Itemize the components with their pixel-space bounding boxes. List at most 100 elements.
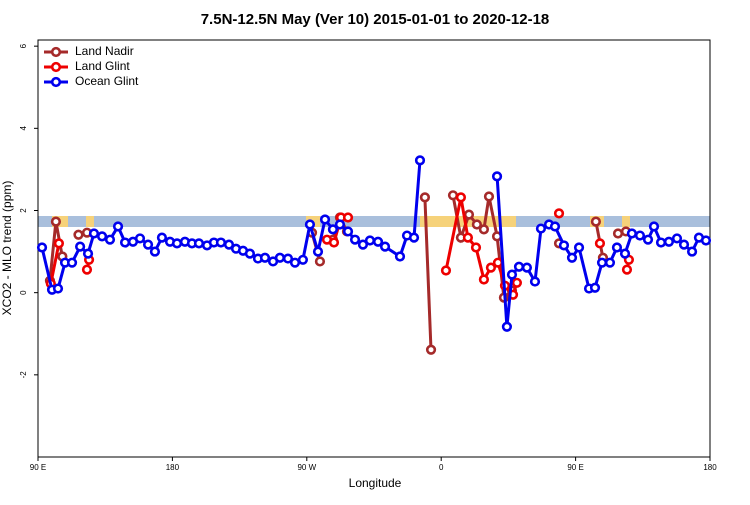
data-point	[52, 283, 64, 294]
data-point	[312, 246, 324, 257]
data-point	[104, 234, 116, 245]
data-point	[319, 214, 331, 225]
data-point	[612, 228, 624, 239]
legend-label: Ocean Glint	[75, 74, 139, 88]
data-point	[700, 235, 712, 246]
data-point	[88, 228, 100, 239]
x-tick-label: 180	[703, 463, 717, 472]
data-point	[447, 190, 459, 201]
data-point	[134, 233, 146, 244]
data-point	[156, 232, 168, 243]
data-point	[501, 321, 513, 332]
data-point	[297, 254, 309, 265]
data-point	[419, 192, 431, 203]
data-point	[342, 226, 354, 237]
data-point	[478, 274, 490, 285]
data-point	[223, 239, 235, 250]
land-strip	[622, 216, 630, 227]
land-strip	[86, 216, 94, 227]
data-point	[36, 242, 48, 253]
data-point	[492, 257, 504, 268]
x-axis-label: Longitude	[349, 476, 402, 490]
data-point	[491, 171, 503, 182]
data-point	[75, 241, 86, 252]
x-tick-label: 90 E	[567, 463, 583, 472]
data-point	[655, 237, 667, 248]
y-axis-label: XCO2 - MLO trend (ppm)	[0, 181, 14, 316]
data-point	[462, 232, 474, 243]
ocean-strip	[38, 216, 710, 227]
data-point	[149, 246, 161, 257]
data-point	[81, 264, 93, 275]
data-point	[663, 236, 675, 247]
data-point	[372, 236, 384, 247]
data-point	[215, 237, 227, 248]
data-point	[119, 237, 131, 248]
data-point	[611, 242, 623, 253]
data-point	[634, 230, 646, 241]
data-point	[425, 344, 437, 355]
data-point	[349, 234, 361, 245]
series-line	[49, 197, 631, 298]
data-point	[471, 219, 482, 230]
data-point	[282, 253, 294, 264]
data-point	[621, 264, 633, 275]
data-point	[53, 238, 65, 249]
data-point	[455, 192, 467, 203]
legend-marker	[50, 46, 62, 58]
data-point	[485, 262, 497, 273]
data-point	[596, 257, 608, 268]
data-point	[513, 261, 525, 272]
y-tick-label: 0	[19, 290, 28, 295]
data-point	[553, 208, 565, 219]
data-point	[327, 224, 339, 235]
data-point	[394, 251, 406, 262]
data-point	[549, 221, 561, 232]
data-point	[244, 248, 256, 259]
data-point	[566, 252, 578, 263]
data-point	[535, 223, 547, 234]
data-point	[619, 248, 631, 259]
x-tick-label: 180	[166, 463, 180, 472]
x-tick-label: 0	[439, 463, 444, 472]
legend-label: Land Nadir	[75, 44, 134, 58]
data-point	[142, 239, 154, 250]
x-tick-label: 90 W	[297, 463, 316, 472]
y-tick-label: -2	[19, 371, 28, 379]
data-point	[511, 277, 523, 288]
data-point	[671, 233, 683, 244]
data-point	[66, 257, 78, 268]
data-point	[648, 221, 660, 232]
data-point	[50, 216, 62, 227]
data-point	[289, 257, 301, 268]
data-point	[483, 191, 495, 202]
data-point	[470, 242, 482, 253]
data-point	[463, 209, 475, 220]
data-point	[686, 246, 698, 257]
data-point	[521, 262, 533, 273]
data-point	[364, 235, 376, 246]
data-point	[379, 241, 391, 252]
data-point	[573, 242, 585, 253]
data-point	[73, 229, 84, 240]
data-point	[82, 248, 94, 259]
legend-marker	[50, 76, 62, 88]
data-point	[171, 238, 183, 249]
data-point	[440, 265, 452, 276]
data-point	[342, 212, 354, 223]
data-point	[414, 155, 426, 166]
y-tick-label: 4	[19, 126, 28, 131]
x-tick-label: 90 E	[30, 463, 46, 472]
data-point	[112, 221, 124, 232]
data-point	[193, 238, 205, 249]
y-tick-label: 2	[19, 208, 28, 213]
data-point	[357, 239, 369, 250]
data-point	[594, 238, 606, 249]
legend-marker	[50, 61, 62, 73]
chart-title: 7.5N-12.5N May (Ver 10) 2015-01-01 to 20…	[201, 11, 550, 28]
data-point	[328, 237, 340, 248]
legend-label: Land Glint	[75, 59, 130, 73]
data-point	[259, 252, 271, 263]
